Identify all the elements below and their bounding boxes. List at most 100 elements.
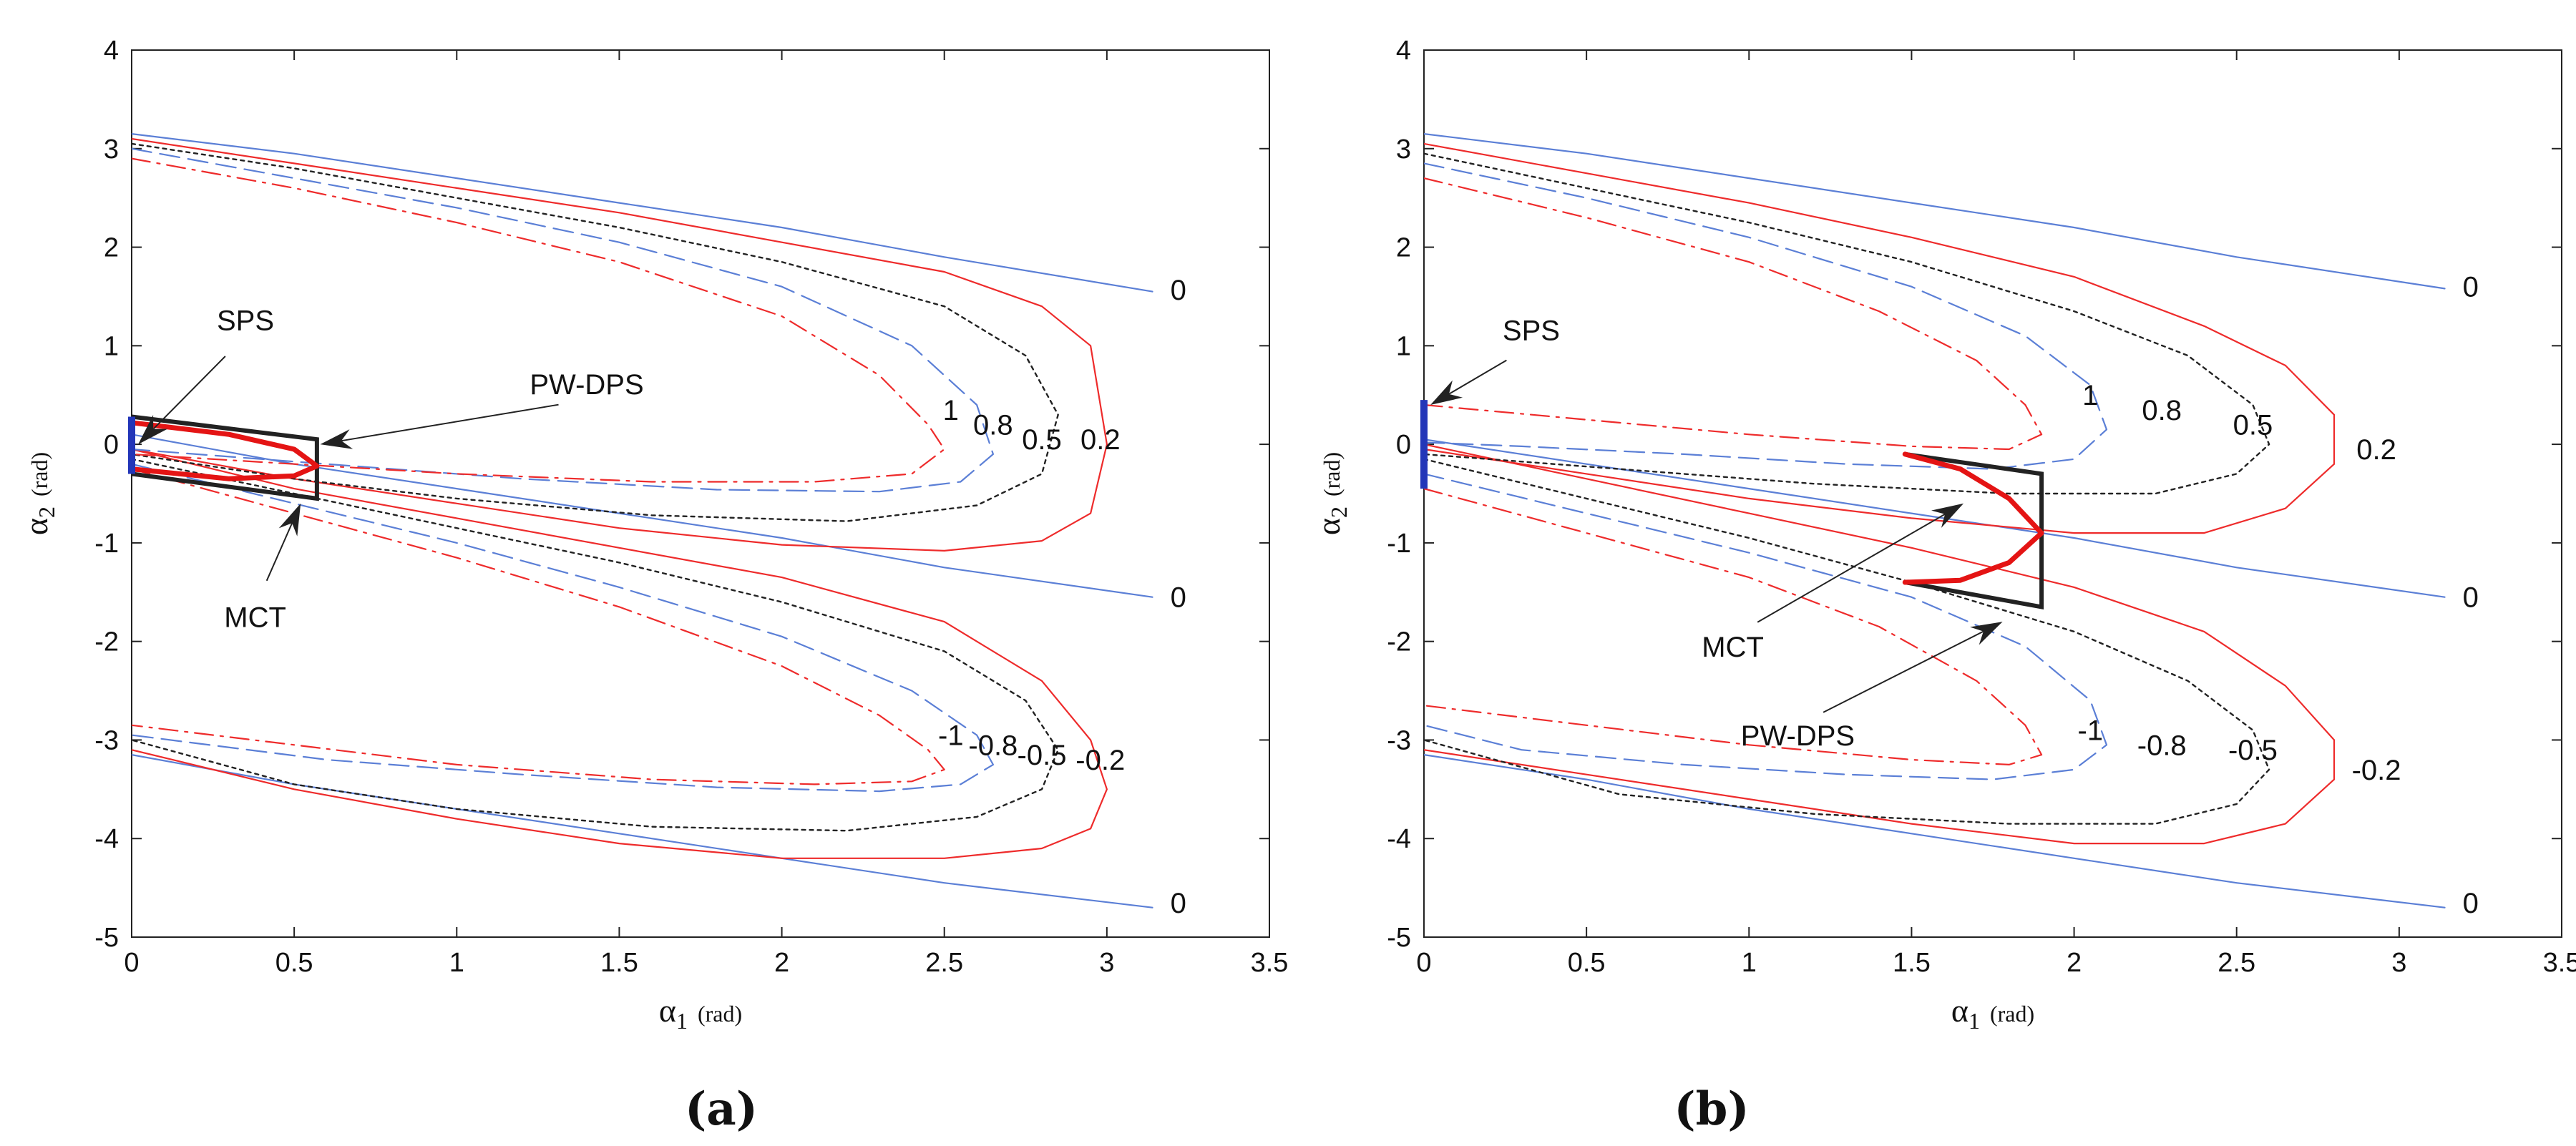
x-tick-label: 0 <box>124 948 139 978</box>
contour-line-0 <box>1424 133 2446 290</box>
contour-label: -0.8 <box>2137 730 2187 761</box>
annotation-arrow-head <box>1430 380 1463 405</box>
contour-label: -1 <box>2077 715 2103 747</box>
contour-label: 0.8 <box>973 410 1013 441</box>
contour-label: 0 <box>2463 272 2479 303</box>
y-tick-label: -2 <box>94 627 119 657</box>
contour-label: 0 <box>1171 275 1186 306</box>
x-axis-label: α1 (rad) <box>659 992 742 1034</box>
x-tick-label: 2 <box>2067 948 2082 978</box>
x-tick-label: 2 <box>774 948 789 978</box>
contour-label: -1 <box>938 720 964 752</box>
contour-line-1 <box>132 468 945 785</box>
annotation-label: PW-DPS <box>530 369 643 401</box>
x-tick-label: 0.5 <box>1568 948 1606 978</box>
contour-line-0 <box>132 133 1153 293</box>
contour-label: 0.5 <box>1022 424 1062 456</box>
annotation-label: MCT <box>1702 632 1764 663</box>
y-tick-label: -3 <box>1387 725 1411 755</box>
contour-line-0.8 <box>132 147 995 493</box>
contour-label: -0.8 <box>968 730 1018 761</box>
contour-line-0.8 <box>1424 162 2108 470</box>
contour-line-0 <box>132 434 1153 598</box>
contour-line-0.8 <box>132 463 995 793</box>
y-tick-label: -3 <box>94 725 119 755</box>
contour-line-0 <box>132 753 1153 909</box>
y-tick-label: -4 <box>1387 824 1411 854</box>
annotation-arrow-line <box>341 403 559 442</box>
x-tick-label: 1.5 <box>1893 948 1931 978</box>
annotation-arrow-line <box>1757 513 1946 623</box>
contour-label: -0.2 <box>2352 755 2401 786</box>
contour-line-0.2 <box>132 448 1108 859</box>
annotation-label: SPS <box>1503 315 1560 346</box>
contour-line-0.2 <box>1424 443 2336 845</box>
contour-label: 0.2 <box>1080 424 1121 456</box>
x-tick-label: 3.5 <box>2543 948 2576 978</box>
annotation-arrow-head <box>1931 503 1964 528</box>
contour-label: 0 <box>1171 888 1186 919</box>
panel-a-caption: (a) <box>685 1082 758 1136</box>
y-tick-label: 1 <box>104 331 119 361</box>
contours <box>1424 133 2446 909</box>
contour-label: -0.5 <box>1018 740 1067 771</box>
contour-line-1 <box>1424 177 2043 451</box>
y-tick-label: -5 <box>94 923 119 953</box>
x-tick-label: 3 <box>2391 948 2406 978</box>
contour-line-0 <box>1424 753 2446 909</box>
y-tick-label: 4 <box>1396 36 1411 66</box>
y-tick-label: 0 <box>1396 430 1411 460</box>
y-tick-label: 2 <box>1396 233 1411 263</box>
contour-line-0.5 <box>132 142 1059 522</box>
pw-dps-region <box>1904 451 2044 609</box>
contour-line-1 <box>132 157 945 483</box>
y-tick-label: -1 <box>94 529 119 559</box>
y-tick-label: -2 <box>1387 627 1411 657</box>
contours <box>132 133 1153 909</box>
annotation-arrow-line <box>1448 359 1507 395</box>
y-tick-label: 2 <box>104 233 119 263</box>
contour-line-1 <box>1424 487 2043 766</box>
annotation-label: PW-DPS <box>1741 720 1855 752</box>
annotation-arrow-head <box>278 503 301 537</box>
contour-label: 0 <box>1171 582 1186 614</box>
x-tick-label: 0.5 <box>275 948 313 978</box>
x-tick-label: 2.5 <box>2218 948 2255 978</box>
contour-line-0.5 <box>132 458 1059 832</box>
contour-label: 0.5 <box>2233 410 2273 441</box>
contour-line-0.5 <box>1424 458 2270 825</box>
y-tick-label: -5 <box>1387 923 1411 953</box>
mct-curve <box>129 420 320 481</box>
contour-label: 1 <box>943 395 959 426</box>
y-tick-label: 3 <box>1396 134 1411 165</box>
plot-frame <box>1423 49 2562 938</box>
panel-b-caption: (b) <box>1674 1082 1749 1136</box>
pw-dps-region <box>131 414 319 501</box>
contour-label: 0 <box>2463 582 2479 614</box>
mct-curve <box>1902 451 2044 585</box>
x-tick-label: 1.5 <box>600 948 638 978</box>
contour-line-0.2 <box>132 137 1108 552</box>
contour-label: 1 <box>2082 380 2098 411</box>
x-tick-label: 2.5 <box>925 948 963 978</box>
contour-label: -0.2 <box>1075 745 1125 776</box>
y-tick-label: 3 <box>104 134 119 165</box>
x-tick-label: 3.5 <box>1251 948 1289 978</box>
y-axis-label: α2(rad) <box>18 452 59 535</box>
annotation-arrow-head <box>1970 622 2003 645</box>
annotation-arrow-line <box>265 522 293 582</box>
contour-line-0 <box>1424 439 2446 598</box>
contour-line-0.2 <box>1424 142 2336 534</box>
annotation-arrow-line <box>152 356 226 430</box>
x-axis-label: α1 (rad) <box>1951 992 2034 1034</box>
contour-label: 0.8 <box>2142 395 2182 426</box>
x-tick-label: 0 <box>1416 948 1431 978</box>
contour-line-0.8 <box>1424 473 2108 780</box>
contour-label: 0 <box>2463 888 2479 919</box>
annotation-label: SPS <box>217 305 274 337</box>
contour-label: 0.2 <box>2356 434 2396 466</box>
annotation-arrow-head <box>320 429 353 449</box>
y-tick-label: 1 <box>1396 331 1411 361</box>
x-tick-label: 1 <box>449 948 464 978</box>
